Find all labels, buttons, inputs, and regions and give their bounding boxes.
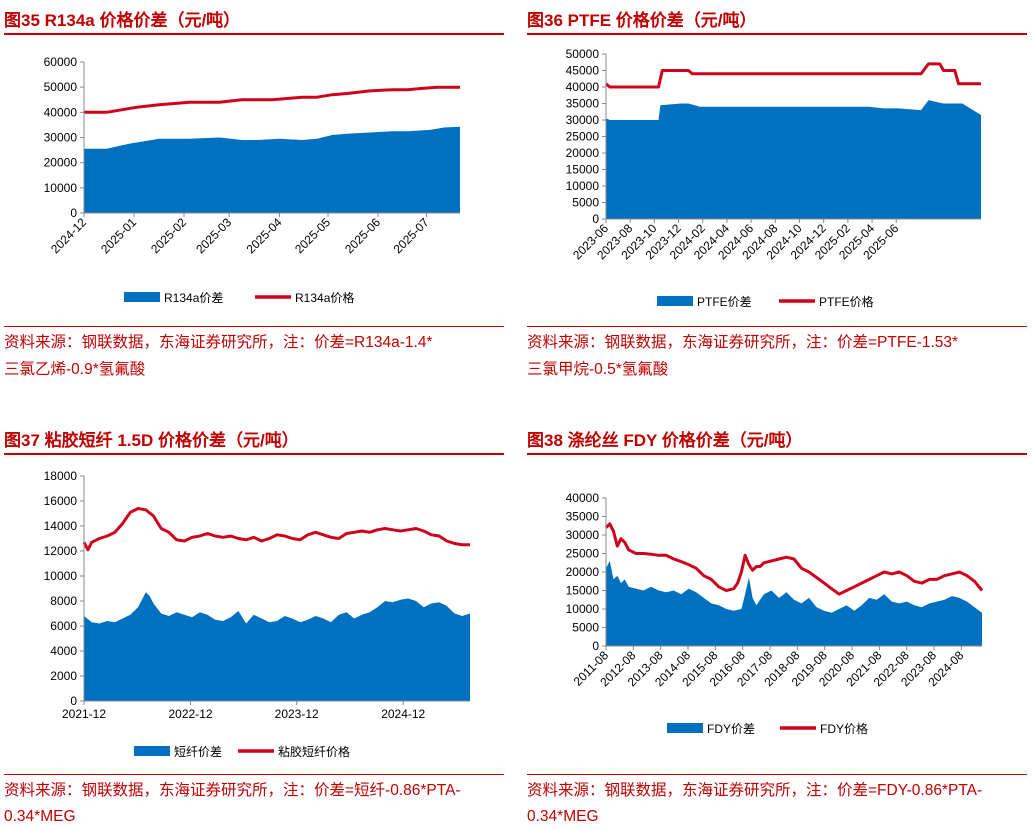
chart-panel-fdy: 图38 涤纶丝 FDY 价格价差（元/吨） 0 5000 10000 15000 200… — [527, 418, 1027, 830]
x-tick-label: 2025-02 — [148, 215, 189, 256]
chart-panel-viscose: 图37 粘胶短纤 1.5D 价格价差（元/吨） 0 2000 4000 6000 800… — [4, 418, 504, 830]
panel-title: 图38 涤纶丝 FDY 价格价差（元/吨） — [527, 431, 803, 450]
x-tick-label: 2023-12 — [275, 707, 319, 721]
y-tick-label: 8000 — [50, 594, 77, 608]
legend-label-spread: PTFE价差 — [697, 295, 752, 309]
y-tick-label: 12000 — [44, 544, 78, 558]
x-tick-label: 2025-05 — [292, 215, 333, 256]
x-tick-label: 2024-12 — [48, 215, 89, 256]
y-tick-label: 25000 — [566, 130, 600, 144]
y-tick-label: 60000 — [44, 55, 78, 69]
area-series-spread — [84, 592, 470, 701]
y-tick-label: 6000 — [50, 619, 77, 633]
panel-title: 图35 R134a 价格价差（元/吨） — [4, 11, 241, 30]
legend-swatch-area — [124, 292, 160, 302]
y-tick-label: 20000 — [44, 156, 78, 170]
y-tick-label: 25000 — [566, 547, 600, 561]
source-rule — [4, 774, 504, 775]
source-note-line2: 0.34*MEG — [527, 808, 599, 825]
legend-label-price: PTFE价格 — [819, 294, 874, 309]
x-tick-label: 2024-12 — [381, 707, 425, 721]
title-rule — [527, 453, 1027, 455]
area-series-spread — [84, 126, 460, 213]
y-tick-label: 0 — [592, 212, 599, 226]
y-tick-label: 35000 — [566, 97, 600, 111]
source-note-line1: 资料来源：钢联数据，东海证券研究所，注：价差=R134a-1.4* — [4, 334, 433, 351]
legend-label-spread: R134a价差 — [164, 291, 223, 305]
y-tick-label: 0 — [70, 694, 77, 708]
y-tick-label: 4000 — [50, 644, 77, 658]
panel-title: 图37 粘胶短纤 1.5D 价格价差（元/吨） — [4, 431, 299, 450]
chart-svg: 0 2000 4000 6000 8000 10000 12000 14000 16000 180… — [44, 469, 470, 759]
source-note-line1: 资料来源：钢联数据，东海证券研究所，注：价差=短纤-0.86*PTA- — [4, 782, 461, 799]
x-tick-label: 2025-04 — [244, 215, 285, 256]
y-tick-label: 16000 — [44, 494, 78, 508]
title-rule — [527, 33, 1027, 35]
y-tick-label: 30000 — [566, 113, 600, 127]
y-tick-label: 0 — [592, 639, 599, 653]
legend-swatch-area — [134, 746, 170, 756]
line-series-price — [82, 507, 470, 552]
y-tick-label: 20000 — [566, 146, 600, 160]
y-tick-label: 50000 — [44, 80, 78, 94]
y-tick-label: 15000 — [566, 163, 600, 177]
legend-label-price: R134a价格 — [295, 290, 354, 305]
x-tick-label: 2025-06 — [342, 215, 383, 256]
source-note-line1: 资料来源：钢联数据，东海证券研究所，注：价差=PTFE-1.53* — [527, 334, 959, 351]
legend-label-spread: 短纤价差 — [174, 745, 222, 759]
y-tick-label: 10000 — [566, 179, 600, 193]
x-tick-label: 2022-12 — [169, 707, 213, 721]
source-note-line1: 资料来源：钢联数据，东海证券研究所，注：价差=FDY-0.86*PTA- — [527, 782, 983, 799]
chart-svg: 0 5000 10000 15000 20000 25000 30000 35000 40000… — [566, 491, 984, 736]
y-tick-label: 30000 — [44, 131, 78, 145]
source-note-line2: 三氯甲烷-0.5*氢氟酸 — [527, 361, 669, 378]
chart-panel-r134a: 图35 R134a 价格价差（元/吨） 0 10000 20000 30000 4000… — [4, 0, 504, 390]
y-tick-label: 15000 — [566, 584, 600, 598]
title-rule — [4, 33, 504, 35]
y-tick-label: 40000 — [566, 491, 600, 505]
line-series-price — [605, 62, 981, 89]
legend-label-price: 粘胶短纤价格 — [278, 744, 350, 759]
y-tick-label: 10000 — [44, 181, 78, 195]
legend-swatch-area — [657, 296, 693, 306]
y-tick-label: 5000 — [572, 621, 599, 635]
y-tick-label: 45000 — [566, 64, 600, 78]
y-tick-label: 14000 — [44, 519, 78, 533]
source-rule — [527, 326, 1027, 327]
title-rule — [4, 453, 504, 455]
y-tick-label: 5000 — [572, 196, 599, 210]
y-tick-label: 40000 — [44, 105, 78, 119]
area-series-spread — [606, 100, 981, 219]
y-tick-label: 35000 — [566, 510, 600, 524]
line-series-price — [84, 85, 460, 114]
y-tick-label: 50000 — [566, 47, 600, 61]
legend-label-price: FDY价格 — [820, 721, 868, 736]
y-tick-label: 0 — [70, 206, 77, 220]
legend-label-spread: FDY价差 — [707, 722, 755, 736]
chart-panel-ptfe: 图36 PTFE 价格价差（元/吨） 0 5000 10000 15000 20000 2… — [527, 0, 1027, 390]
x-tick-label: 2025-07 — [391, 215, 432, 256]
chart-svg: 0 5000 10000 15000 20000 25000 30000 35000 40000… — [566, 47, 981, 309]
y-tick-label: 18000 — [44, 469, 78, 483]
source-rule — [527, 774, 1027, 775]
x-tick-label: 2025-03 — [193, 215, 234, 256]
legend-swatch-area — [667, 723, 703, 733]
area-series-spread — [606, 560, 982, 646]
x-tick-label: 2025-01 — [98, 215, 139, 256]
source-note-line2: 三氯乙烯-0.9*氢氟酸 — [4, 361, 146, 378]
y-tick-label: 10000 — [44, 569, 78, 583]
panel-title: 图36 PTFE 价格价差（元/吨） — [527, 11, 757, 30]
y-tick-label: 2000 — [50, 669, 77, 683]
line-series-price — [604, 522, 984, 596]
y-tick-label: 40000 — [566, 80, 600, 94]
y-tick-label: 30000 — [566, 528, 600, 542]
x-tick-label: 2021-12 — [62, 707, 106, 721]
y-tick-label: 10000 — [566, 602, 600, 616]
source-note-line2: 0.34*MEG — [4, 808, 76, 825]
source-rule — [4, 326, 504, 327]
y-tick-label: 20000 — [566, 565, 600, 579]
